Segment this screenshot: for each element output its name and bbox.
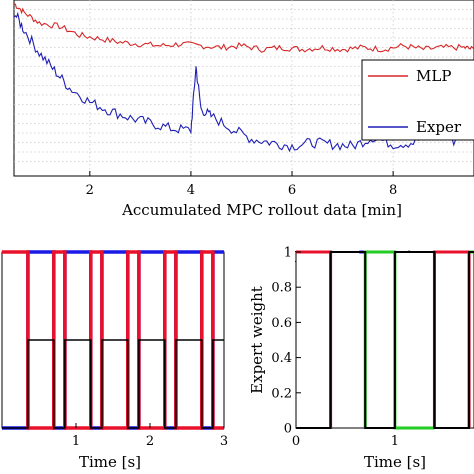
bottom-left-series (2, 250, 224, 430)
bottom-right-y-tick-label: 0 (284, 422, 292, 437)
bottom-right-y-tick-label: 0.2 (271, 386, 292, 401)
top-series-line-mlp (13, 3, 474, 53)
top-legend: MLP Exper (361, 59, 474, 141)
top-x-tick-label: 8 (389, 183, 397, 198)
bottom-right-series (296, 250, 474, 430)
bottom-right-x-tick-label: 0 (292, 434, 300, 449)
bottom-right-y-axis-label: Expert weight (248, 286, 266, 394)
bottom-right-ticks: 0 0.2 0.4 0.6 0.8 1 0 1 (271, 246, 399, 450)
top-x-tick-label: 6 (288, 183, 296, 198)
bottom-right-black-line (296, 251, 474, 429)
bottom-right-x-tick-label: 1 (391, 434, 399, 449)
bottom-right-y-tick-label: 1 (284, 246, 292, 261)
bottom-right-y-tick-label: 0.4 (271, 351, 292, 366)
top-x-tick-label: 4 (187, 183, 195, 198)
top-grid (14, 0, 474, 176)
legend-label-exper: Exper (416, 118, 462, 136)
bottom-right-y-tick-label: 0.8 (271, 281, 292, 296)
top-x-axis-label: Accumulated MPC rollout data [min] (121, 201, 402, 219)
bottom-left-ticks: 1 2 3 (72, 423, 228, 449)
bottom-left-black-line (2, 339, 224, 429)
bottom-left-x-tick-label: 2 (146, 434, 154, 449)
top-ticks: 2 4 6 8 (86, 171, 397, 198)
bottom-left-x-tick-label: 3 (220, 434, 228, 449)
legend-label-mlp: MLP (416, 67, 451, 85)
bottom-right-y-tick-label: 0.6 (271, 316, 292, 331)
bottom-right-axes-frame (295, 251, 474, 429)
bottom-left-x-tick-label: 1 (72, 434, 80, 449)
bottom-left-x-axis-label: Time [s] (79, 453, 141, 471)
top-x-tick-label: 2 (86, 183, 94, 198)
bottom-left-panel: Expert Selection Trot 123 Time [s] (1, 248, 228, 471)
bottom-right-x-axis-label: Time [s] (364, 453, 426, 471)
